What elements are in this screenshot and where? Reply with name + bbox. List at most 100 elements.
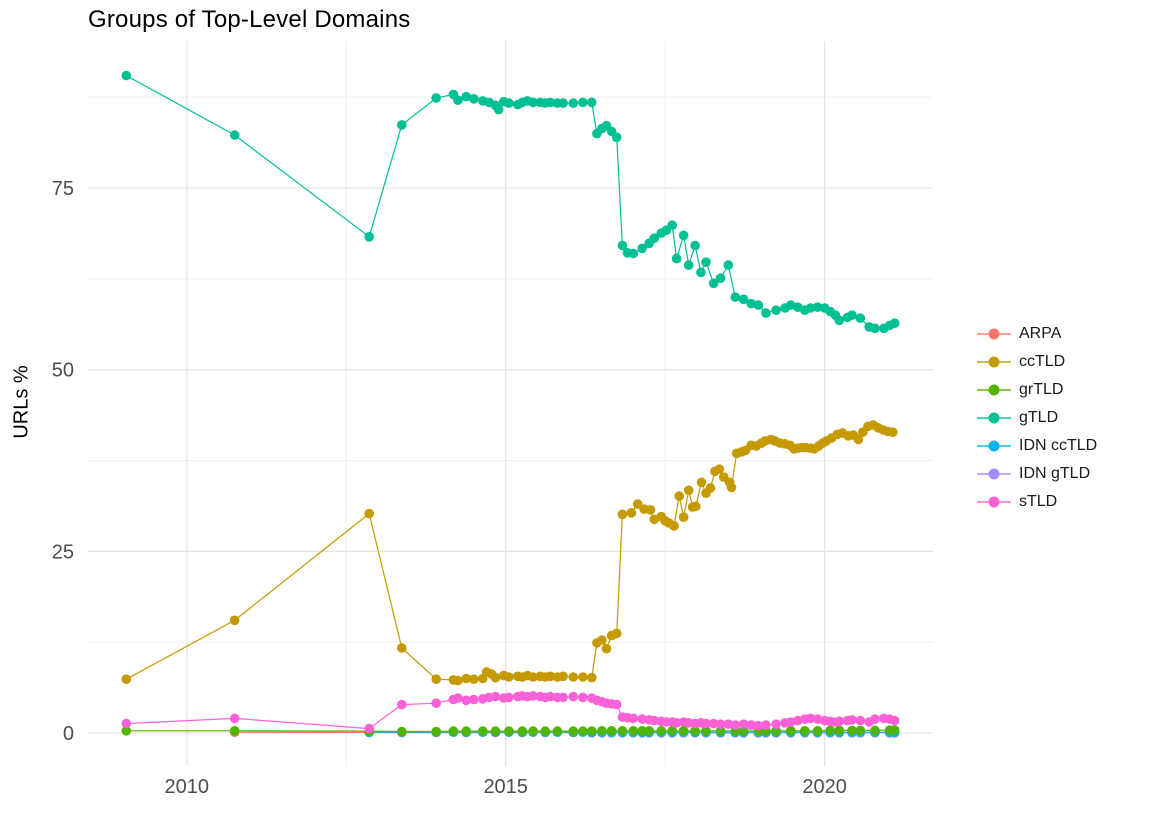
data-point [678,512,689,522]
data-point [656,726,667,736]
data-point [397,643,407,653]
data-point [552,726,563,736]
data-point [469,94,479,104]
data-point [397,726,407,737]
x-tick-label: 2010 [165,776,210,798]
data-point [649,233,660,243]
data-point [578,692,588,703]
data-point [637,243,647,254]
data-point [540,726,551,736]
legend-label: IDN gTLD [1019,465,1091,482]
x-tick-label: 2020 [802,776,847,798]
data-point [847,725,857,736]
legend-key-icon [977,328,1011,340]
data-point [504,672,514,682]
data-point [504,726,514,736]
chart-title: Groups of Top-Level Domains [88,6,411,33]
data-point [578,672,588,682]
data-point [834,315,845,326]
data-point [558,692,568,703]
data-point [431,93,442,103]
data-point [723,260,734,270]
data-point [753,720,764,731]
data-point [121,718,132,729]
legend-label: grTLD [1019,381,1064,398]
data-point [889,318,900,329]
data-point [490,672,501,683]
data-point [637,714,647,724]
legend-item-gtld: gTLD [977,404,1097,432]
data-point [870,323,880,334]
data-point [701,726,711,736]
legend-label: sTLD [1019,493,1058,510]
data-point [493,104,504,115]
series-cctld [121,420,898,686]
data-point [888,427,898,438]
data-point [558,671,568,682]
data-point [606,726,617,736]
data-point [601,643,612,654]
data-point [611,699,622,710]
data-point [461,673,472,684]
data-point [617,240,628,251]
legend-key-icon [977,384,1011,396]
data-point [847,715,857,725]
data-point [649,715,660,726]
data-point [671,718,682,728]
data-point [637,726,647,736]
data-point [453,675,463,686]
series-gtld [121,70,900,334]
data-point [229,713,240,724]
data-point [229,130,240,140]
data-point [696,267,706,278]
data-point [786,726,796,736]
data-point [708,278,719,289]
data-point [478,726,488,736]
data-point [690,240,700,251]
data-point [671,253,682,264]
legend-item-idn-cctld: IDN ccTLD [977,432,1097,460]
data-point [121,70,132,81]
data-point [691,501,701,512]
data-point [364,232,375,242]
x-tick-label: 2015 [483,776,528,798]
data-point [587,672,597,683]
data-point [855,725,866,736]
data-point [461,726,472,736]
data-point [568,691,579,702]
data-point [364,723,375,734]
legend-item-cctld: ccTLD [977,348,1097,376]
data-point [834,725,845,736]
data-point [669,521,679,531]
data-point [678,726,689,736]
legend-label: IDN ccTLD [1019,437,1098,454]
data-point [812,302,823,313]
data-point [683,260,694,270]
data-point [528,691,538,701]
data-point [738,294,749,305]
data-point [397,699,407,710]
data-point [545,691,556,702]
data-point [597,635,607,645]
data-point [674,491,684,501]
data-point [805,303,816,313]
data-point [761,308,771,318]
data-point [461,91,472,102]
data-point [121,674,132,684]
data-point [568,726,579,736]
legend-item-idn-gtld: IDN gTLD [977,460,1097,488]
data-point [504,98,514,108]
data-point [705,483,716,493]
data-point [714,464,725,475]
data-point [597,726,607,736]
data-point [771,305,781,316]
data-point [528,726,538,736]
data-point [617,509,628,520]
data-point [812,726,823,736]
series-stld [121,691,900,734]
legend: ARPA ccTLD grTLD gTLD IDN ccTLD IDN gTLD sTLD [977,320,1097,516]
data-point [611,628,622,639]
data-point [753,300,764,310]
data-point [834,716,845,727]
